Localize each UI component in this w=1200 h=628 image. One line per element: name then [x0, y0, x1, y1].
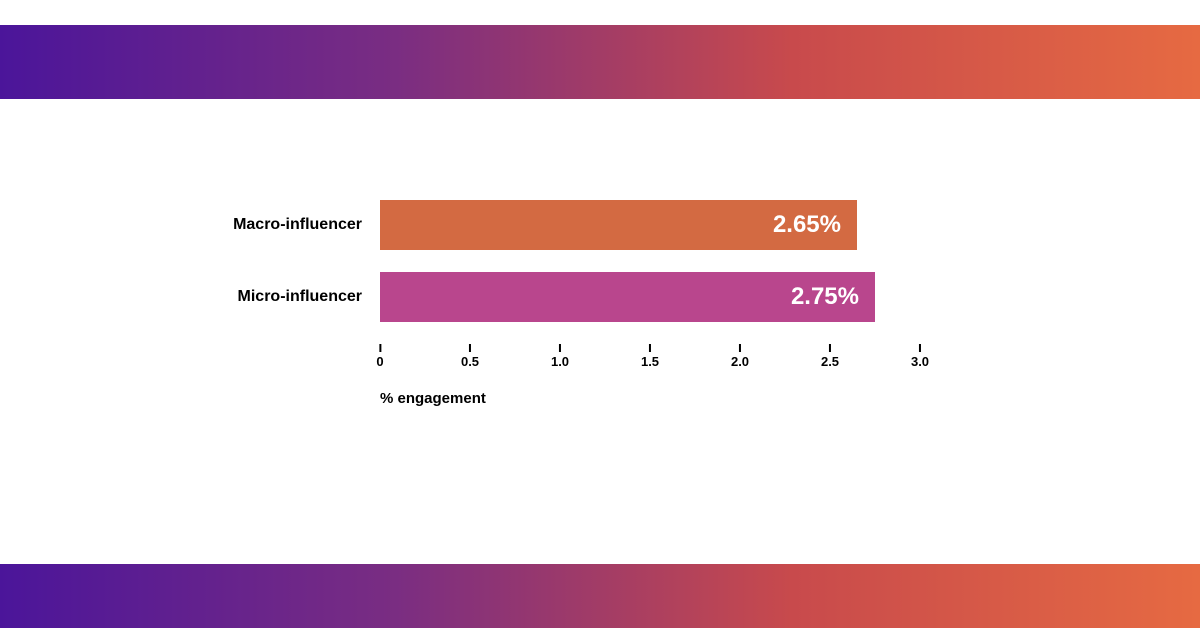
- x-tick: 1.0: [551, 344, 569, 369]
- bottom-gradient-band: [0, 564, 1200, 628]
- category-label: Micro-influencer: [200, 288, 380, 306]
- tick-mark: [469, 344, 471, 352]
- tick-label: 3.0: [911, 354, 929, 369]
- x-axis-label: % engagement: [380, 390, 1000, 407]
- tick-label: 0.5: [461, 354, 479, 369]
- bar-track: 2.65%: [380, 200, 1000, 250]
- top-gradient-band: [0, 25, 1200, 99]
- bar-value-label: 2.75%: [791, 283, 859, 311]
- bar: 2.75%: [380, 272, 875, 322]
- tick-label: 2.5: [821, 354, 839, 369]
- x-tick: 2.0: [731, 344, 749, 369]
- x-axis: 00.51.01.52.02.53.0 % engagement: [380, 344, 1000, 407]
- tick-label: 2.0: [731, 354, 749, 369]
- tick-label: 0: [376, 354, 383, 369]
- tick-mark: [649, 344, 651, 352]
- x-tick: 1.5: [641, 344, 659, 369]
- bar-row: Micro-influencer 2.75%: [200, 272, 1000, 322]
- tick-mark: [829, 344, 831, 352]
- tick-mark: [559, 344, 561, 352]
- x-tick: 2.5: [821, 344, 839, 369]
- tick-mark: [919, 344, 921, 352]
- bar: 2.65%: [380, 200, 857, 250]
- engagement-bar-chart: Macro-influencer 2.65% Micro-influencer 2.7…: [200, 200, 1000, 407]
- tick-label: 1.5: [641, 354, 659, 369]
- tick-mark: [739, 344, 741, 352]
- bar-track: 2.75%: [380, 272, 1000, 322]
- bar-row: Macro-influencer 2.65%: [200, 200, 1000, 250]
- tick-label: 1.0: [551, 354, 569, 369]
- x-tick: 3.0: [911, 344, 929, 369]
- x-tick: 0.5: [461, 344, 479, 369]
- bar-value-label: 2.65%: [773, 211, 841, 239]
- tick-mark: [379, 344, 381, 352]
- x-tick: 0: [376, 344, 383, 369]
- category-label: Macro-influencer: [200, 216, 380, 234]
